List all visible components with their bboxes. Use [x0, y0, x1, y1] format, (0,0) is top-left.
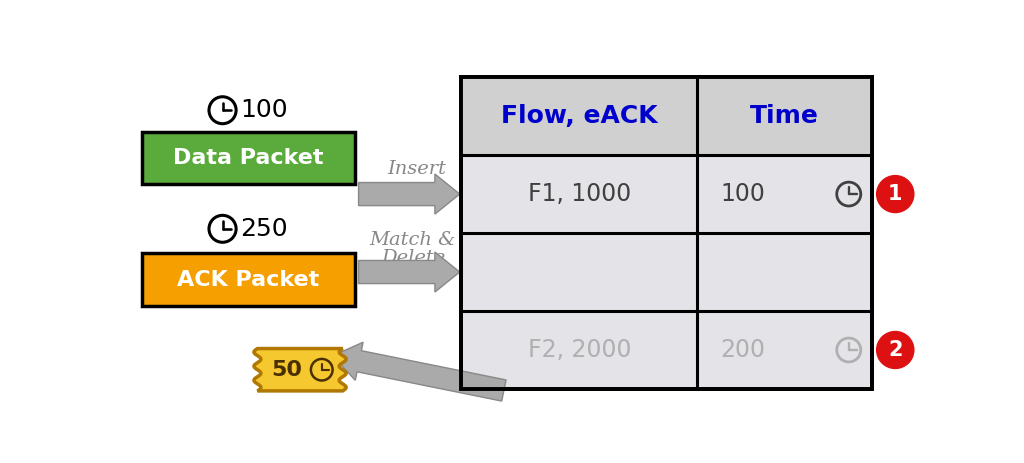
Text: 200: 200	[721, 338, 766, 362]
Text: Time: Time	[751, 104, 819, 128]
Bar	[461, 77, 872, 389]
Text: 50: 50	[271, 360, 302, 380]
Polygon shape	[358, 174, 460, 214]
Circle shape	[877, 332, 913, 369]
Polygon shape	[254, 349, 346, 391]
Text: 100: 100	[721, 182, 766, 206]
Text: 100: 100	[241, 98, 288, 122]
Text: Match &: Match &	[370, 231, 457, 249]
Text: 250: 250	[241, 217, 288, 241]
Text: Insert: Insert	[387, 160, 446, 178]
Text: 2: 2	[888, 340, 902, 360]
Circle shape	[877, 175, 913, 213]
Text: ACK Packet: ACK Packet	[177, 269, 319, 290]
Text: 1: 1	[888, 184, 902, 204]
Bar	[141, 253, 354, 306]
Text: F1, 1000: F1, 1000	[527, 182, 631, 206]
Text: Flow, eACK: Flow, eACK	[501, 104, 657, 128]
Polygon shape	[333, 342, 506, 401]
Text: Delete: Delete	[381, 249, 445, 267]
Bar	[461, 77, 872, 389]
Text: F2, 2000: F2, 2000	[527, 338, 631, 362]
Text: Data Packet: Data Packet	[173, 148, 324, 168]
Bar	[461, 77, 872, 155]
Bar	[141, 132, 354, 184]
Polygon shape	[358, 252, 460, 292]
